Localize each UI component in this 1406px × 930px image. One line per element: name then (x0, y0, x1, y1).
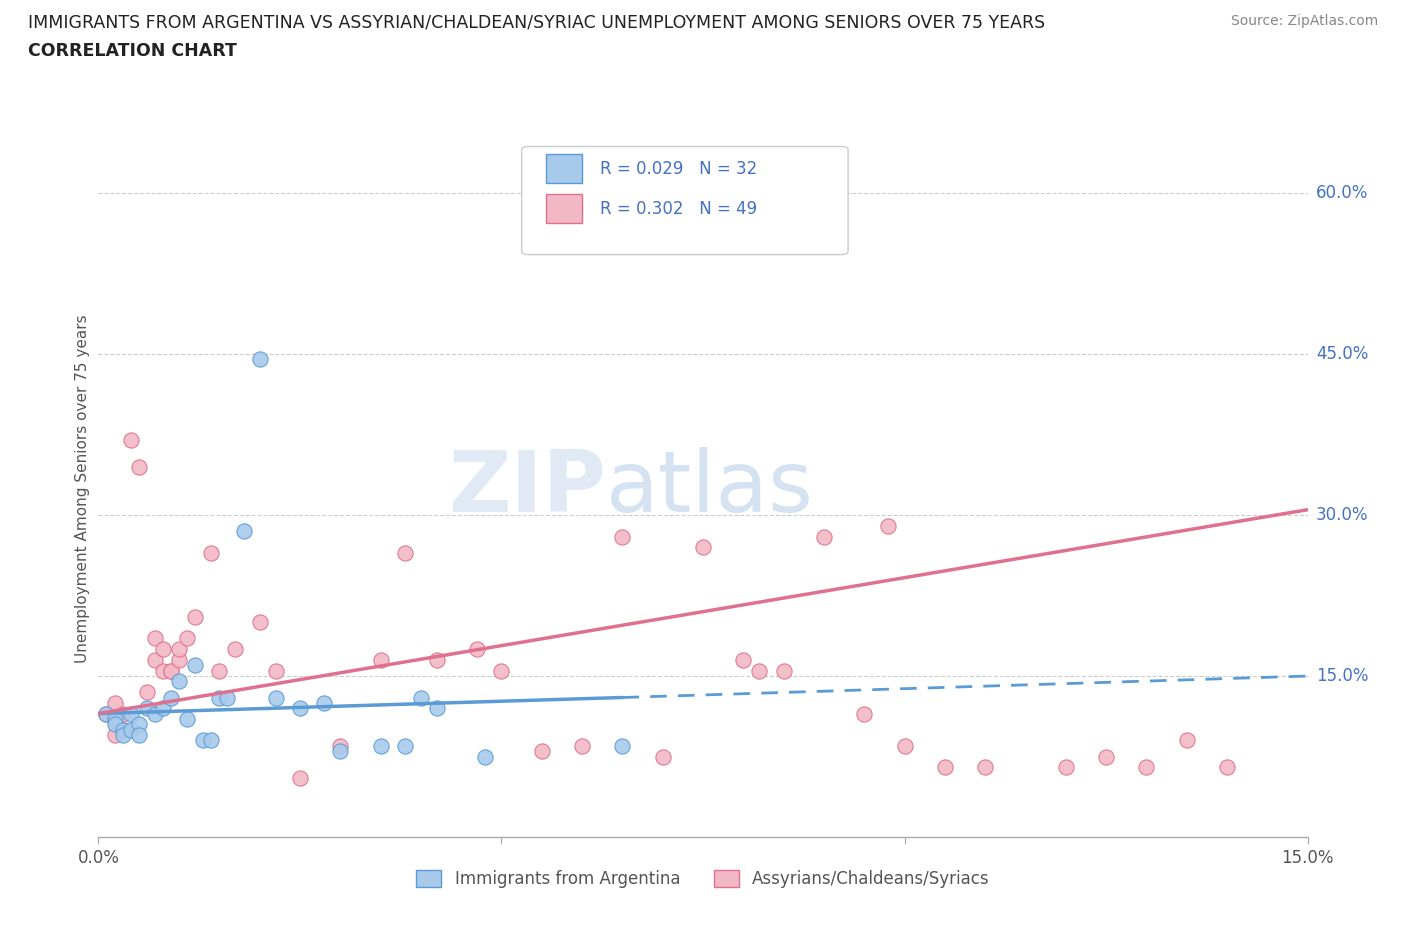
Point (224, 642, 246, 657)
Point (530, 744, 553, 759)
Text: atlas: atlas (606, 446, 814, 530)
Point (474, 749, 496, 764)
Point (128, 717, 150, 732)
Point (813, 529, 835, 544)
Point (465, 642, 488, 657)
Point (143, 631, 166, 646)
Point (176, 631, 198, 646)
Point (232, 524, 254, 538)
FancyBboxPatch shape (546, 194, 582, 223)
Point (193, 733, 215, 748)
Point (111, 723, 134, 737)
Point (135, 701, 157, 716)
Text: 60.0%: 60.0% (1316, 184, 1368, 202)
Text: ZIP: ZIP (449, 446, 606, 530)
Point (772, 663, 794, 678)
Point (143, 706, 166, 721)
Point (264, 690, 287, 705)
Point (288, 701, 311, 716)
Point (1135, 760, 1157, 775)
Point (103, 717, 125, 732)
Text: R = 0.029   N = 32: R = 0.029 N = 32 (600, 160, 758, 178)
Point (329, 738, 352, 753)
Point (314, 696, 336, 711)
Point (167, 642, 190, 657)
Point (612, 738, 634, 753)
FancyBboxPatch shape (522, 147, 848, 255)
Point (176, 711, 198, 726)
Point (1095, 749, 1118, 764)
Point (288, 771, 311, 786)
Point (128, 727, 150, 742)
Point (103, 696, 125, 711)
Point (208, 663, 231, 678)
Text: CORRELATION CHART: CORRELATION CHART (28, 42, 238, 60)
Text: 45.0%: 45.0% (1316, 345, 1368, 363)
Text: R = 0.302   N = 49: R = 0.302 N = 49 (600, 200, 758, 218)
Point (160, 663, 183, 678)
Text: 30.0%: 30.0% (1316, 506, 1368, 525)
Point (329, 744, 352, 759)
Point (370, 653, 392, 668)
Point (103, 727, 125, 742)
Point (128, 459, 150, 474)
Point (152, 701, 174, 716)
Point (264, 663, 287, 678)
Point (853, 706, 876, 721)
Point (974, 760, 997, 775)
Point (143, 653, 166, 668)
Point (1054, 760, 1077, 775)
Point (184, 658, 207, 672)
Point (426, 701, 449, 716)
Point (491, 663, 513, 678)
Point (167, 653, 190, 668)
Point (893, 738, 915, 753)
Point (103, 711, 125, 726)
Point (160, 663, 183, 678)
Text: IMMIGRANTS FROM ARGENTINA VS ASSYRIAN/CHALDEAN/SYRIAC UNEMPLOYMENT AMONG SENIORS: IMMIGRANTS FROM ARGENTINA VS ASSYRIAN/CH… (28, 14, 1045, 32)
Point (733, 653, 755, 668)
FancyBboxPatch shape (546, 154, 582, 183)
Point (934, 760, 956, 775)
Legend: Immigrants from Argentina, Assyrians/Chaldeans/Syriacs: Immigrants from Argentina, Assyrians/Cha… (409, 863, 997, 895)
Point (426, 653, 449, 668)
Point (612, 529, 634, 544)
Point (111, 727, 134, 742)
Point (877, 518, 900, 533)
Point (120, 432, 142, 447)
Point (409, 690, 432, 705)
Point (96, 706, 118, 721)
Point (200, 545, 222, 560)
Point (152, 663, 174, 678)
Point (1175, 733, 1198, 748)
Text: Source: ZipAtlas.com: Source: ZipAtlas.com (1230, 14, 1378, 28)
Point (200, 733, 222, 748)
Point (96, 706, 118, 721)
Point (160, 690, 183, 705)
Point (370, 738, 392, 753)
Text: 15.0%: 15.0% (1316, 667, 1368, 685)
Point (135, 684, 157, 699)
Point (394, 545, 416, 560)
Point (394, 738, 416, 753)
Point (249, 615, 271, 630)
Y-axis label: Unemployment Among Seniors over 75 years: Unemployment Among Seniors over 75 years (75, 314, 90, 662)
Point (1216, 760, 1239, 775)
Point (571, 738, 593, 753)
Point (152, 642, 174, 657)
Point (120, 723, 142, 737)
Point (111, 723, 134, 737)
Point (249, 352, 271, 367)
Point (217, 690, 239, 705)
Point (120, 706, 142, 721)
Point (651, 749, 673, 764)
Point (692, 539, 714, 554)
Point (208, 690, 231, 705)
Point (167, 674, 190, 689)
Point (111, 706, 134, 721)
Point (184, 609, 207, 624)
Point (748, 663, 770, 678)
